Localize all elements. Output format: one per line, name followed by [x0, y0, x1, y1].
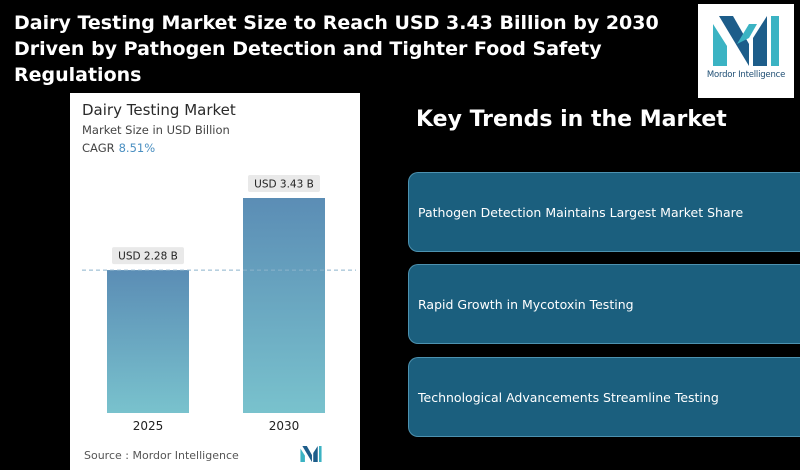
- trend-card-1: Pathogen Detection Maintains Largest Mar…: [408, 172, 800, 252]
- chart-subtitle: Market Size in USD Billion: [82, 123, 230, 137]
- x-tick-label-2030: 2030: [269, 419, 300, 433]
- bar-2025: [107, 270, 189, 413]
- page-headline: Dairy Testing Market Size to Reach USD 3…: [14, 12, 659, 86]
- x-tick-label-2025: 2025: [133, 419, 164, 433]
- cagr-label: CAGR: [82, 141, 115, 155]
- chart-title: Dairy Testing Market: [82, 101, 236, 119]
- value-label-bg-2025: [112, 247, 184, 265]
- mordor-intelligence-logo-icon: [713, 16, 779, 66]
- mordor-mini-logo-icon: [300, 446, 322, 462]
- logo-text: Mordor Intelligence: [706, 70, 786, 80]
- brand-logo: Mordor Intelligence: [698, 4, 794, 98]
- chart-card: Dairy Testing Market Market Size in USD …: [70, 93, 360, 470]
- bar-2030: [243, 198, 325, 413]
- value-label-2030: USD 3.43 B: [254, 179, 314, 191]
- cagr-value: 8.51%: [118, 141, 156, 155]
- value-label-bg-2030: [248, 175, 320, 192]
- value-label-2025: USD 2.28 B: [118, 251, 178, 263]
- chart-cagr: CAGR 8.51%: [82, 141, 155, 155]
- bar-chart: USD 2.28 B 2025 USD 3.43 B 2030: [82, 175, 356, 433]
- trends-title: Key Trends in the Market: [416, 107, 727, 132]
- chart-source: Source : Mordor Intelligence: [84, 449, 239, 462]
- trend-card-2: Rapid Growth in Mycotoxin Testing: [408, 264, 800, 344]
- trend-card-3: Technological Advancements Streamline Te…: [408, 357, 800, 437]
